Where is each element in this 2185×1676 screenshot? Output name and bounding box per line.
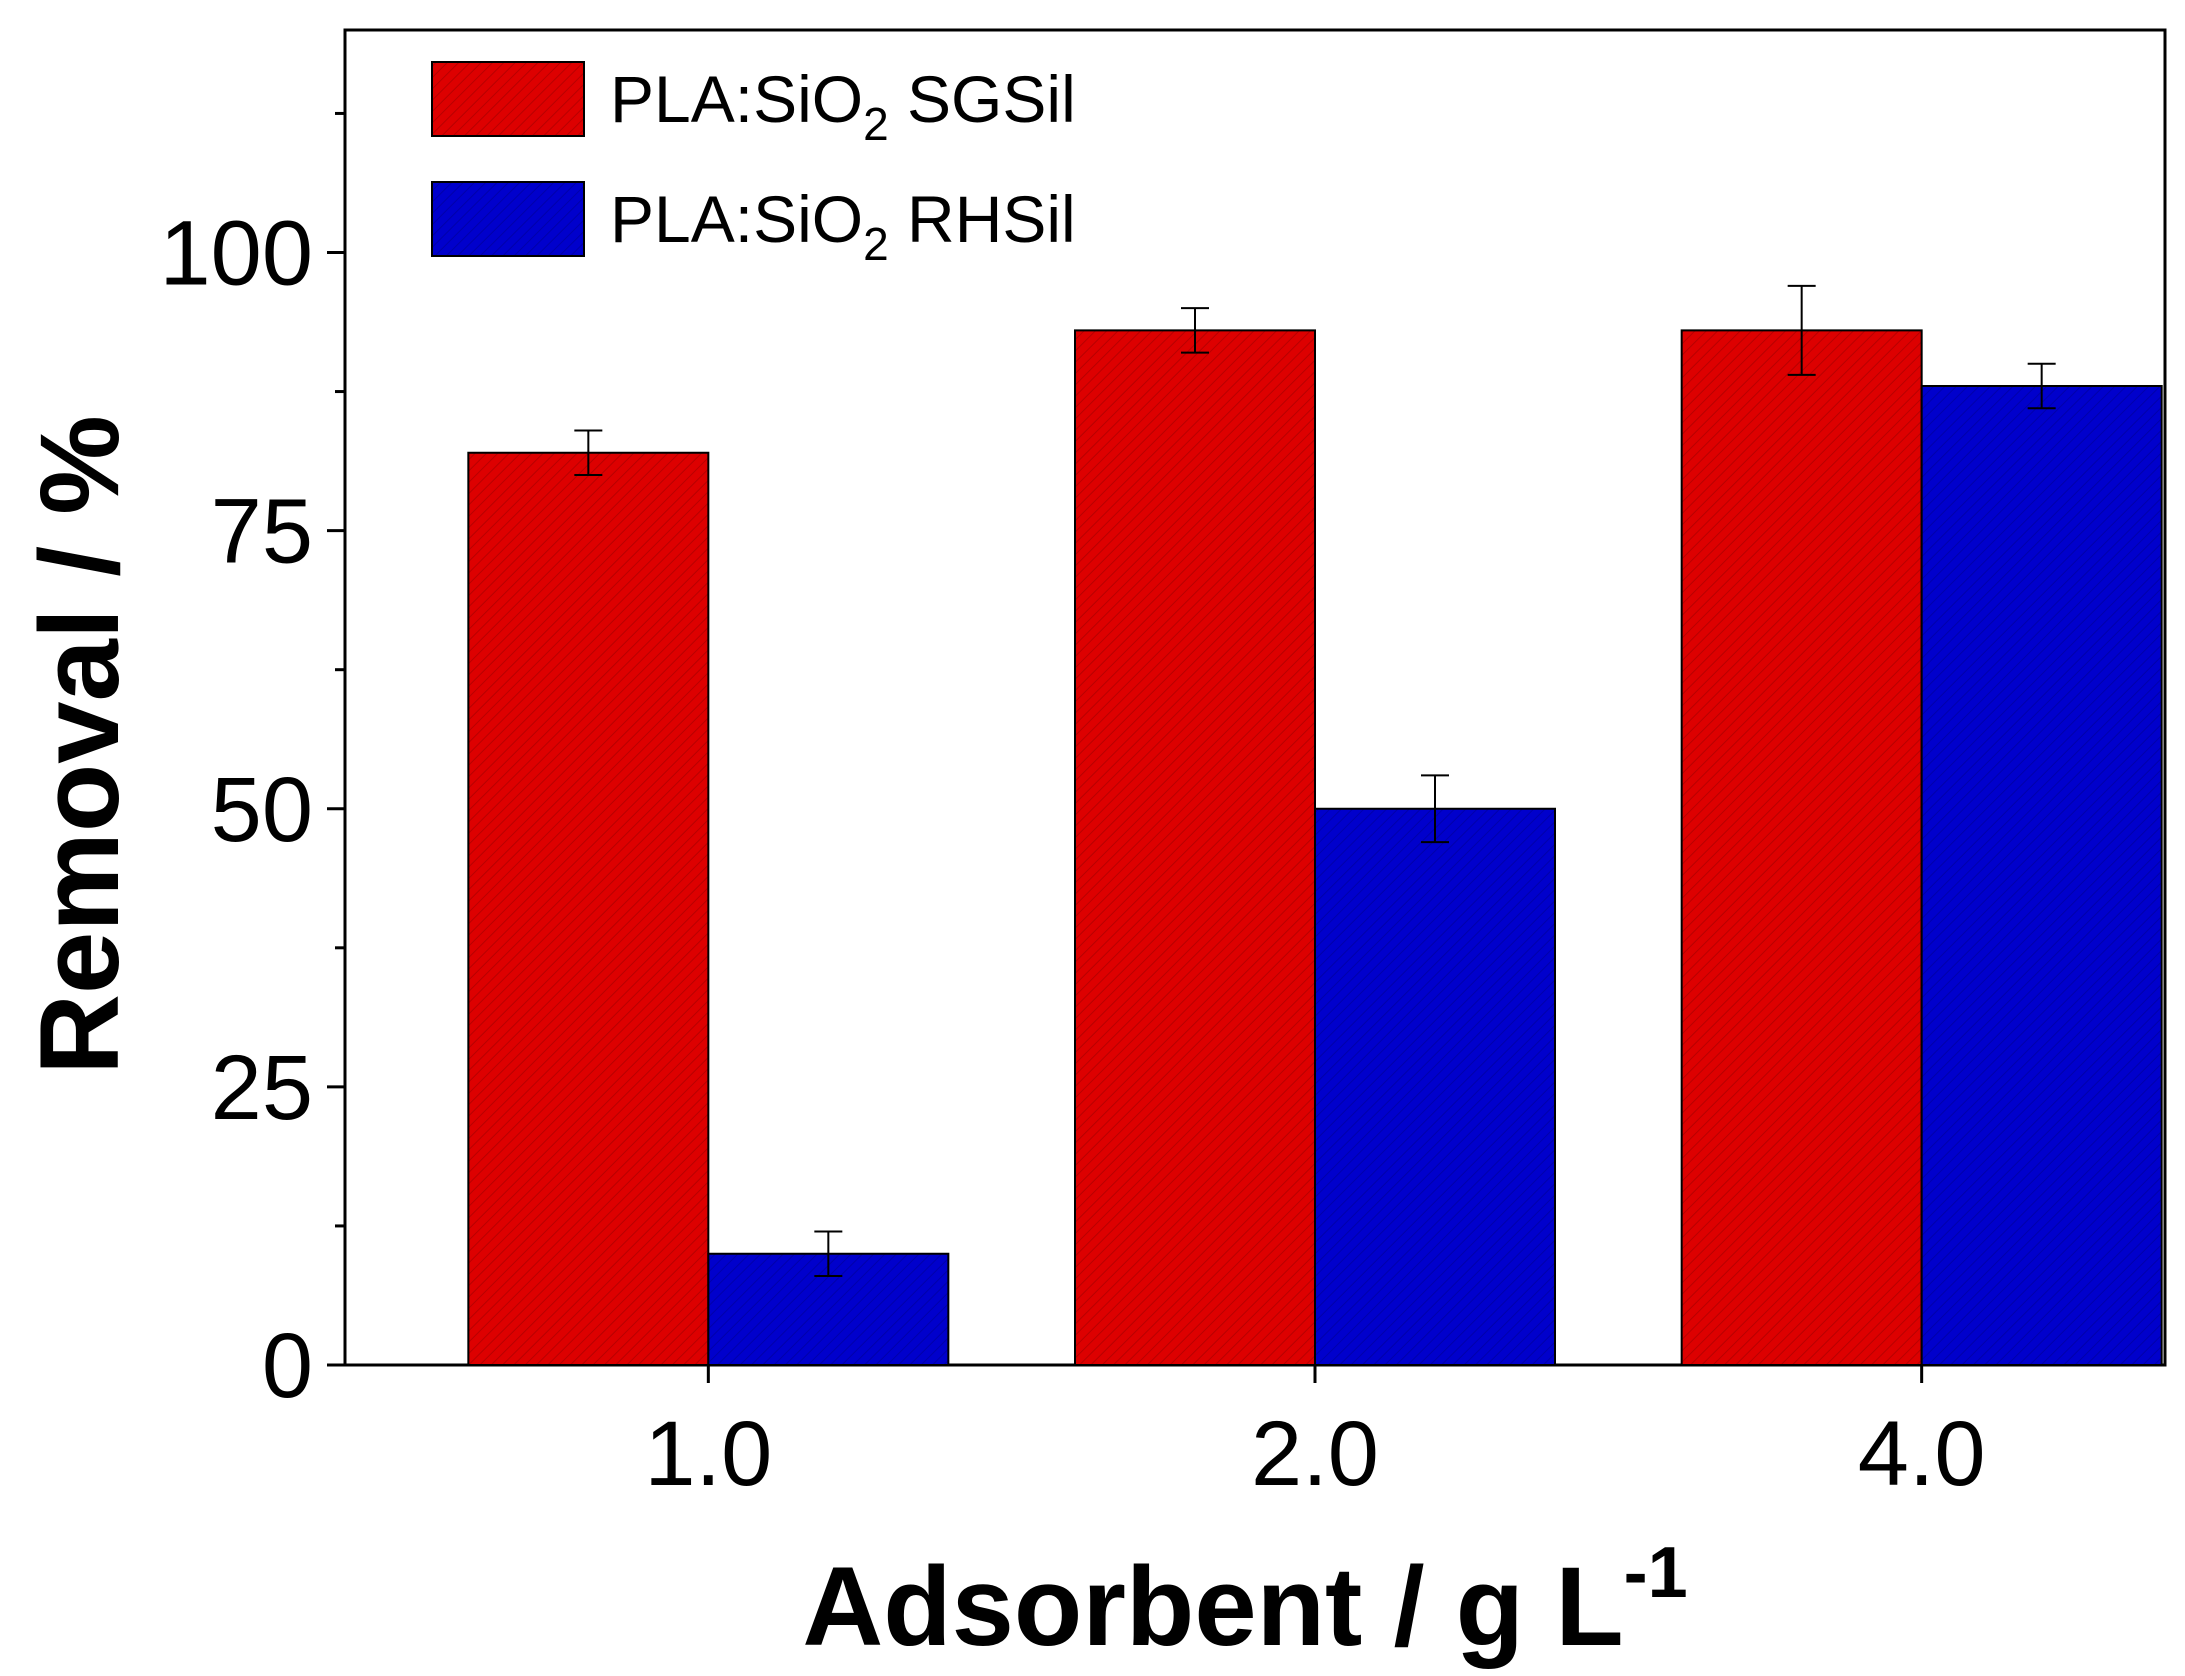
bar-series-group (467, 329, 2163, 1366)
y-tick-label: 25 (211, 1037, 313, 1139)
error-bar-group (574, 284, 2056, 1277)
bar-sgsil-2_0 (1074, 329, 1316, 1366)
y-tick-label: 50 (211, 759, 313, 861)
bar-rhsil-4_0 (1920, 385, 2163, 1366)
y-axis-ticks: 0 25 50 75 100 (160, 111, 345, 1417)
x-tick-label: 4.0 (1858, 1403, 1986, 1505)
legend-label-sgsil: PLA:SiO2 SGSil (610, 62, 1076, 150)
y-tick-label: 75 (211, 481, 313, 583)
legend: PLA:SiO2 SGSil PLA:SiO2 RHSil (431, 61, 1076, 270)
legend-swatch-rhsil (431, 181, 585, 257)
y-axis-title: Removal / % (17, 415, 142, 1075)
bar-rhsil-2_0 (1314, 807, 1556, 1366)
legend-label-rhsil: PLA:SiO2 RHSil (610, 182, 1076, 270)
y-tick-label: 0 (262, 1315, 313, 1417)
legend-swatch-sgsil (431, 61, 585, 137)
x-tick-label: 2.0 (1251, 1403, 1379, 1505)
bar-sgsil-1_0 (467, 451, 710, 1366)
x-axis-title: Adsorbent / g L-1 (802, 1533, 1687, 1669)
bar-sgsil-4_0 (1680, 329, 1923, 1366)
y-tick-label: 100 (160, 203, 314, 305)
x-tick-label: 1.0 (644, 1403, 772, 1505)
x-axis-ticks: 1.0 2.0 4.0 (644, 1365, 1986, 1505)
